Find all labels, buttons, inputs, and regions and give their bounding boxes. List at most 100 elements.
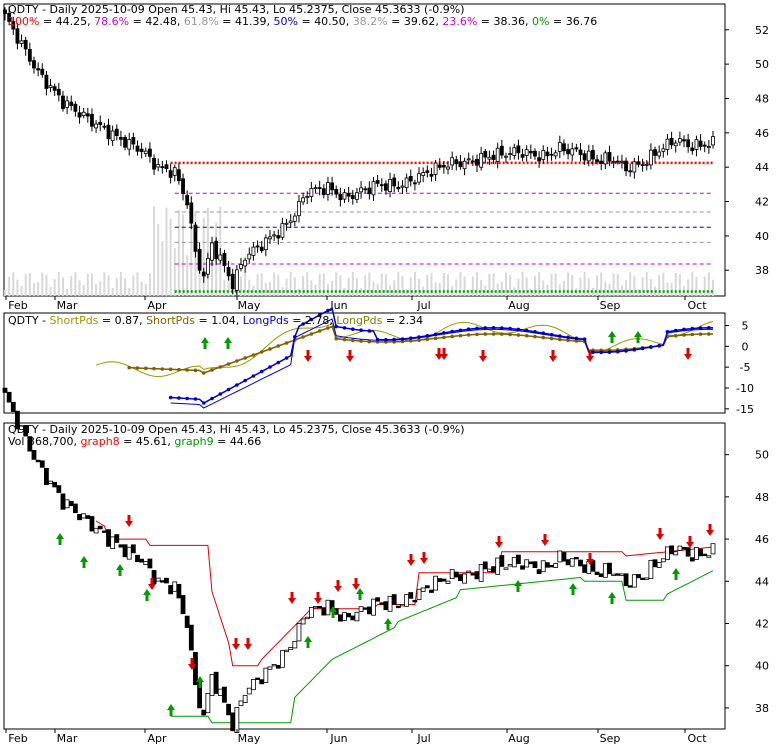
oscillator-down-arrow bbox=[346, 350, 354, 362]
indicator-candle bbox=[168, 585, 174, 595]
indicator-down-arrow bbox=[541, 534, 549, 546]
indicator-candle bbox=[375, 597, 381, 602]
oscillator-up-arrow bbox=[634, 331, 642, 343]
indicator-candle bbox=[151, 570, 157, 585]
indicator-candle bbox=[685, 547, 691, 557]
long-pds-line-2 bbox=[170, 318, 713, 409]
indicator-candle bbox=[271, 664, 277, 667]
price-candle-body bbox=[172, 167, 177, 176]
price-x-tick-label: Jul bbox=[416, 299, 430, 312]
fib-legend-value: 36.76 bbox=[566, 15, 598, 28]
indicator-candle bbox=[536, 569, 542, 575]
indicator-arrows bbox=[56, 515, 714, 716]
price-candle-body bbox=[636, 161, 641, 165]
fib-legend-sep: = bbox=[388, 15, 404, 28]
price-candle-body bbox=[491, 154, 496, 160]
price-candle-body bbox=[222, 252, 227, 267]
indicator-candle bbox=[284, 649, 289, 653]
price-candle-body bbox=[648, 149, 653, 166]
indicator-candle bbox=[188, 624, 194, 651]
indicator-candle bbox=[97, 525, 103, 530]
indicator-y-tick-label: 42 bbox=[755, 617, 769, 630]
indicator-candle bbox=[495, 557, 501, 575]
indicator-legend-label: graph8 bbox=[80, 435, 119, 448]
indicator-candle bbox=[540, 560, 546, 573]
indicator-candle bbox=[710, 543, 716, 555]
price-candle-body bbox=[384, 183, 388, 191]
price-candle-body bbox=[106, 124, 111, 140]
price-candle-body bbox=[36, 68, 41, 71]
oscillator-down-arrow bbox=[586, 350, 594, 362]
price-candle-body bbox=[466, 158, 471, 161]
oscillator-lines bbox=[95, 307, 714, 409]
price-candle-body bbox=[143, 150, 148, 154]
indicator-candle bbox=[321, 607, 327, 616]
fib-legend-pct: 61.8% bbox=[184, 15, 219, 28]
indicator-candle bbox=[387, 595, 393, 612]
indicator-y-tick-label: 50 bbox=[755, 449, 769, 462]
price-candle-body bbox=[446, 166, 450, 170]
indicator-candle bbox=[39, 460, 45, 468]
price-y-axis: 52 50 48 46 44 42 40 38 bbox=[725, 24, 769, 277]
indicator-legend-label: Vol bbox=[8, 435, 24, 448]
price-candle-body bbox=[77, 112, 82, 118]
indicator-candle bbox=[93, 527, 99, 534]
indicator-candle bbox=[573, 557, 579, 560]
price-x-tick-label: Mar bbox=[57, 299, 78, 312]
price-candle-body bbox=[603, 152, 608, 165]
price-candle-body bbox=[475, 158, 479, 166]
indicator-candle bbox=[607, 562, 612, 575]
price-candle-body bbox=[346, 192, 351, 197]
indicator-candle bbox=[416, 588, 422, 601]
price-candle-body bbox=[52, 86, 57, 91]
price-candle-body bbox=[557, 142, 562, 152]
fib-legend-value: 42.48 bbox=[145, 15, 177, 28]
oscillator-legend-label: LongPds bbox=[243, 314, 289, 327]
oscillator-y-tick-label: 0 bbox=[742, 340, 749, 353]
price-candle-body bbox=[251, 246, 256, 256]
oscillator-down-arrow bbox=[435, 348, 443, 360]
legend-sep: = bbox=[120, 435, 136, 448]
price-candle-body bbox=[615, 160, 620, 163]
indicator-candle bbox=[217, 688, 223, 696]
indicator-candle bbox=[56, 485, 62, 493]
price-candle-body bbox=[119, 137, 123, 140]
indicator-candle bbox=[110, 536, 116, 549]
price-candle-body bbox=[441, 164, 446, 168]
price-candle-body bbox=[205, 258, 210, 275]
indicator-candle bbox=[549, 565, 554, 568]
indicator-candle bbox=[569, 558, 575, 567]
price-candle-body bbox=[653, 149, 657, 156]
indicator-candle bbox=[251, 679, 256, 691]
indicator-candles bbox=[2, 387, 716, 733]
indicator-candle bbox=[35, 459, 41, 463]
price-x-tick-label: Sep bbox=[600, 299, 621, 312]
indicator-candle bbox=[640, 577, 646, 580]
price-candle-body bbox=[69, 101, 74, 107]
price-candle-body bbox=[711, 136, 715, 146]
indicator-x-tick-label: Mar bbox=[57, 732, 78, 745]
trail-stop-lower bbox=[170, 570, 714, 724]
indicator-candle bbox=[31, 449, 37, 460]
price-candle-body bbox=[437, 164, 442, 168]
indicator-candle bbox=[470, 573, 476, 576]
indicator-candle bbox=[437, 578, 443, 582]
price-candle-body bbox=[131, 137, 136, 145]
price-x-tick-label: Oct bbox=[687, 299, 707, 312]
price-candle-body bbox=[309, 188, 314, 197]
indicator-candle bbox=[511, 556, 517, 568]
price-x-tick-label: Jun bbox=[329, 299, 347, 312]
price-candle-body bbox=[350, 195, 355, 199]
price-candle-body bbox=[562, 143, 566, 152]
indicator-up-arrow bbox=[608, 592, 616, 604]
price-candle-body bbox=[15, 28, 20, 44]
indicator-candle bbox=[68, 500, 74, 507]
indicator-candle bbox=[106, 529, 111, 547]
indicator-candle bbox=[280, 650, 285, 668]
price-candle-body bbox=[574, 147, 579, 150]
indicator-candle bbox=[652, 559, 658, 568]
oscillator-legend-value: 0.87 bbox=[115, 314, 140, 327]
price-candle-body bbox=[533, 150, 537, 157]
price-candle-body bbox=[338, 194, 343, 201]
price-y-tick-label: 38 bbox=[755, 264, 769, 277]
